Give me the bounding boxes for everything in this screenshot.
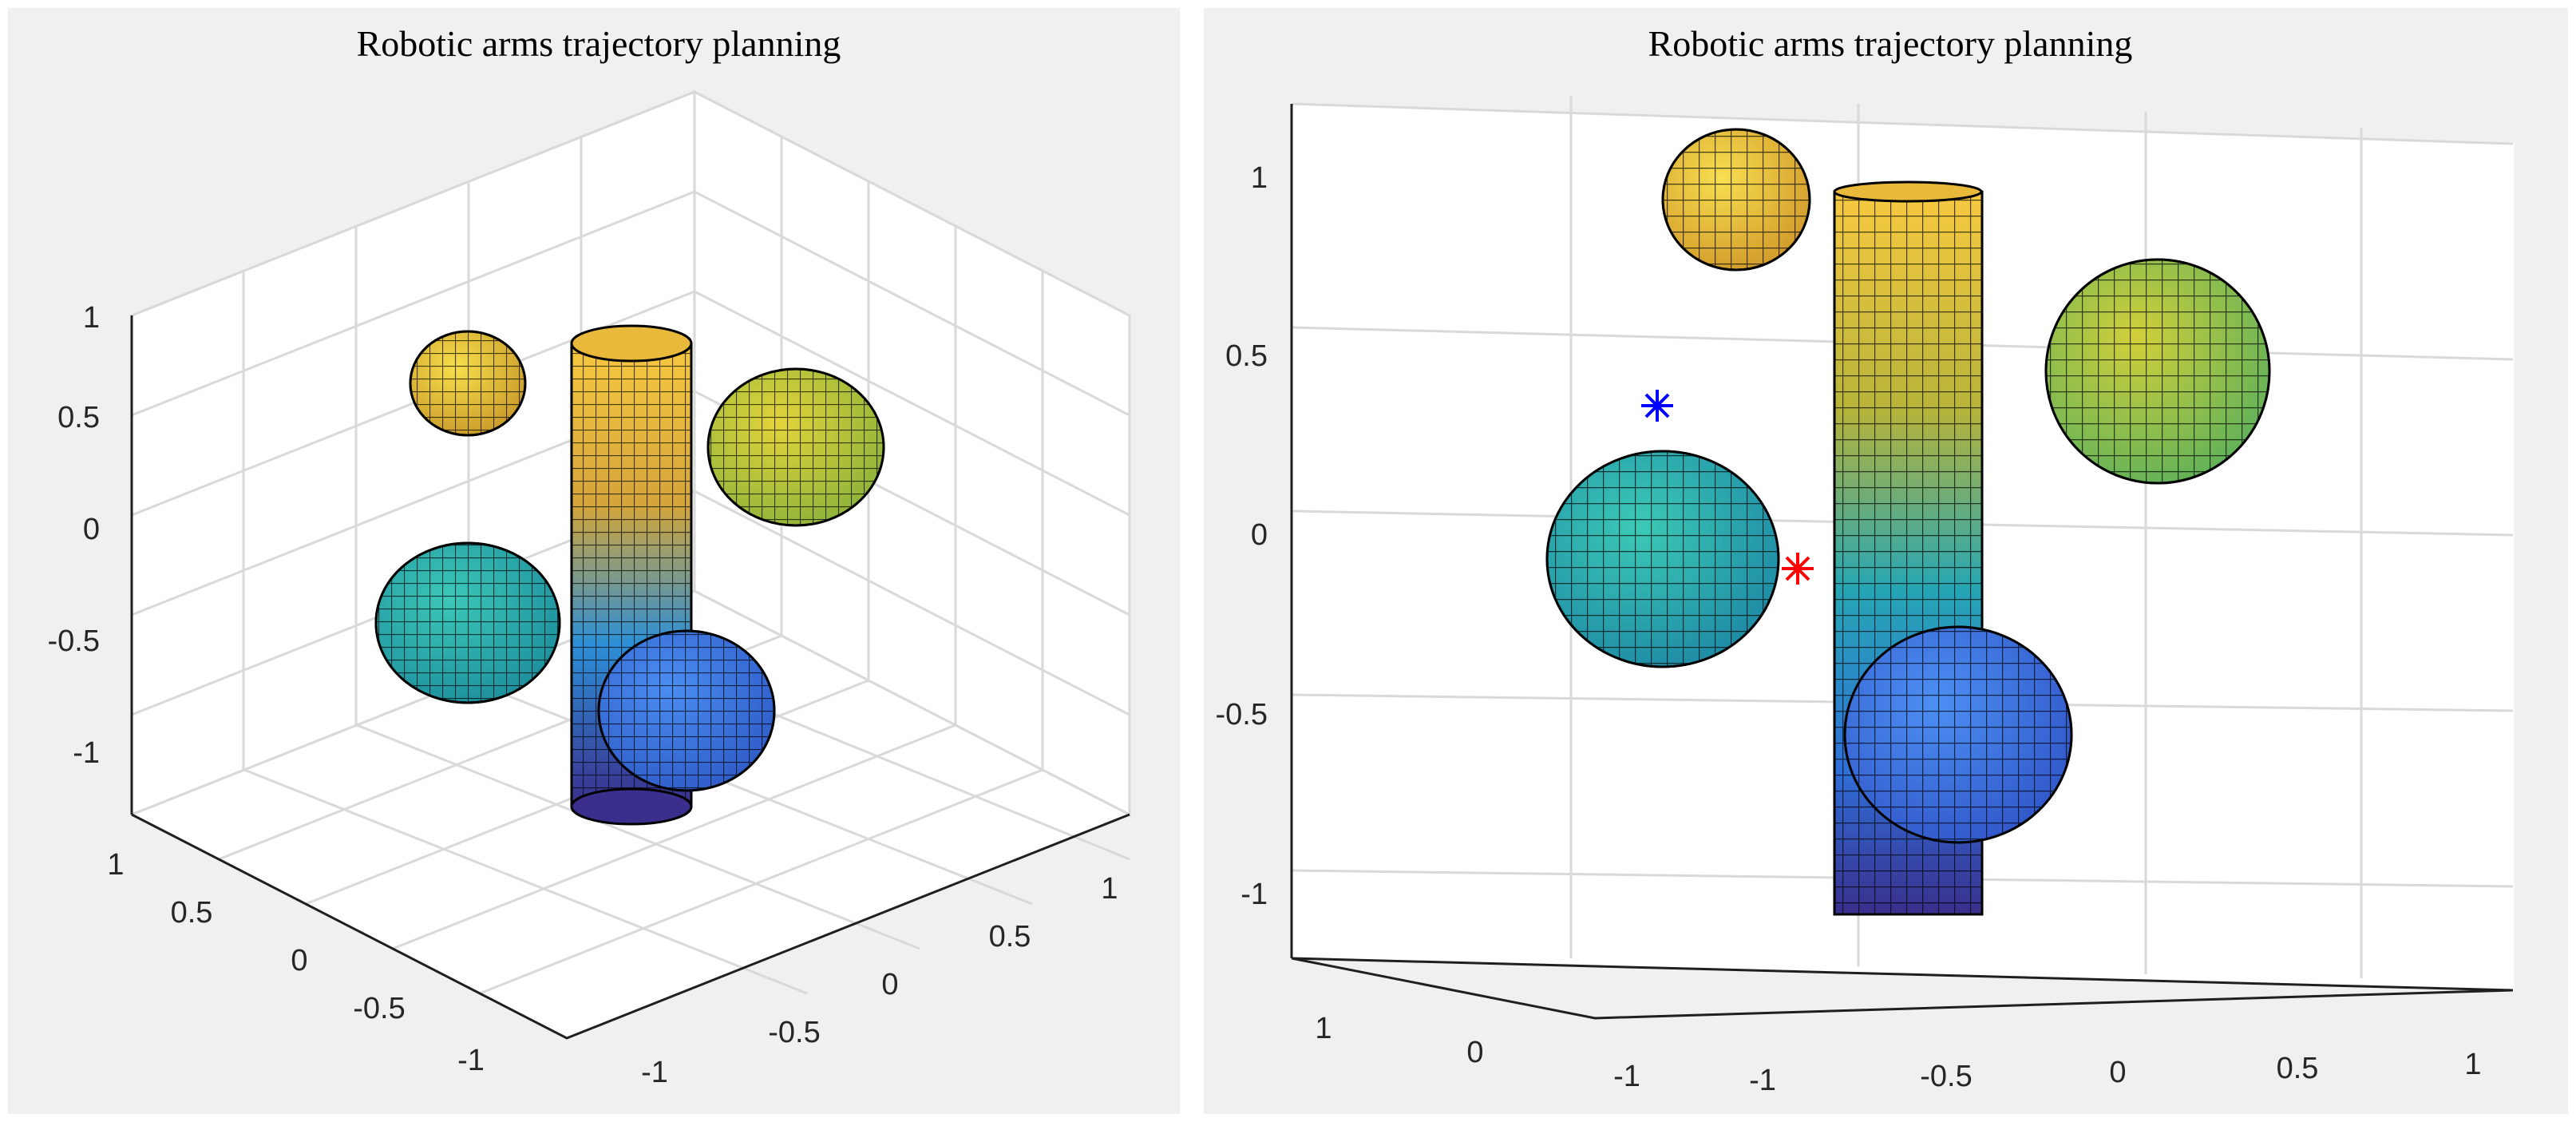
x-tick-label: -0.5 (1920, 1060, 1972, 1093)
sphere-top-left (409, 330, 527, 437)
z-tick-label: -0.5 (48, 624, 100, 658)
y-tick-label: 0.5 (989, 920, 1031, 954)
x-tick-label: 0.5 (171, 896, 213, 930)
y-tick-labels: 1 0 -1 (1315, 1012, 1640, 1093)
y-tick-labels: -1 -0.5 0 0.5 1 (641, 872, 1118, 1089)
sphere-bottom-right (597, 629, 776, 792)
marker-blue-asterisk (1641, 390, 1673, 422)
sphere-top-right (706, 367, 885, 527)
sphere-left (1545, 450, 1780, 668)
y-tick-label: 0 (1466, 1036, 1483, 1069)
x-tick-label: 0.5 (2277, 1052, 2319, 1085)
y-tick-label: -1 (641, 1056, 668, 1089)
z-tick-label: -1 (73, 736, 100, 770)
x-tick-label: -0.5 (353, 992, 405, 1025)
x-tick-label: -1 (457, 1044, 485, 1077)
x-tick-label: 0 (2109, 1056, 2126, 1089)
sphere-right (2044, 258, 2271, 485)
x-tick-labels: 1 0.5 0 -0.5 -1 (107, 848, 484, 1077)
chart-title: Robotic arms trajectory planning (357, 23, 841, 64)
x-tick-label: 1 (2464, 1048, 2481, 1081)
sphere-top (1661, 128, 1811, 272)
chart-left-svg: Robotic arms trajectory planning 1 0.5 0… (48, 23, 1131, 1089)
x-tick-label: 0 (291, 944, 307, 977)
z-tick-label: 0 (83, 513, 100, 546)
y-tick-label: -0.5 (768, 1016, 820, 1049)
x-tick-label: 1 (107, 848, 124, 882)
chart-title: Robotic arms trajectory planning (1648, 23, 2133, 64)
y-tick-label: -1 (1613, 1060, 1640, 1093)
y-tick-label: 1 (1315, 1012, 1332, 1045)
z-tick-labels: 1 0.5 0 -0.5 -1 (48, 301, 100, 770)
y-tick-label: 0 (881, 968, 898, 1001)
z-tick-label: 0 (1251, 518, 1268, 552)
marker-red-asterisk (1782, 553, 1814, 585)
z-tick-label: -1 (1241, 878, 1268, 911)
x-tick-labels: -1 -0.5 0 0.5 1 (1749, 1048, 2481, 1097)
y-tick-label: 1 (1101, 872, 1118, 906)
z-tick-label: 0.5 (1225, 339, 1268, 373)
chart-panel-left: Robotic arms trajectory planning 1 0.5 0… (8, 8, 1180, 1114)
sphere-middle-left (374, 541, 561, 704)
z-tick-label: 1 (83, 301, 100, 335)
z-tick-label: 0.5 (57, 401, 100, 434)
z-tick-label: -0.5 (1216, 698, 1268, 731)
sphere-bottom (1843, 625, 2073, 844)
z-tick-labels: 1 0.5 0 -0.5 -1 (1216, 161, 1268, 911)
chart-right-svg: Robotic arms trajectory planning 1 0.5 0… (1216, 23, 2515, 1097)
x-tick-label: -1 (1749, 1064, 1776, 1097)
z-tick-label: 1 (1251, 161, 1268, 195)
chart-panel-right: Robotic arms trajectory planning 1 0.5 0… (1204, 8, 2568, 1114)
